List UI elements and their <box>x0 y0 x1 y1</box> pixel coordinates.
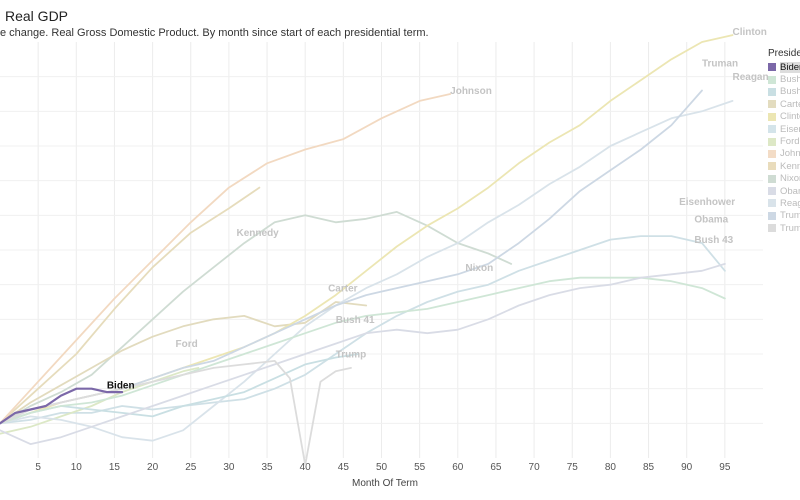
series-label: Bush 43 <box>694 235 733 246</box>
legend-title: Presider <box>768 48 800 59</box>
x-tick-label: 75 <box>567 462 579 473</box>
series-line-obama <box>0 262 726 446</box>
series-label: Reagan <box>732 72 768 83</box>
legend-label: Trum <box>780 222 800 234</box>
legend-item[interactable]: Reag <box>768 197 800 209</box>
series-line-nixon <box>0 210 513 425</box>
series-line-biden <box>0 387 124 425</box>
series-line-bush-43 <box>0 276 726 425</box>
series-label: Bush 41 <box>336 315 375 326</box>
legend-swatch <box>768 224 776 233</box>
legend-label: Reag <box>780 197 800 209</box>
series-label: Clinton <box>732 27 766 38</box>
series-label: Kennedy <box>237 228 280 239</box>
series-line-reagan <box>0 100 734 442</box>
series-line-johnson <box>0 93 452 425</box>
x-tick-label: 35 <box>261 462 273 473</box>
series-line-clinton <box>0 34 734 425</box>
series-label: Obama <box>694 214 728 225</box>
legend-label: Obam <box>780 185 800 197</box>
x-tick-label: 95 <box>719 462 731 473</box>
series-line-eisenhower <box>0 235 726 425</box>
legend-label: Nixon <box>780 173 800 185</box>
legend-label: Bush <box>780 86 800 98</box>
legend-item[interactable]: Kenn <box>768 160 800 172</box>
series-label: Trump <box>336 349 367 360</box>
legend-item[interactable]: Clinto <box>768 111 800 123</box>
legend-item[interactable]: Carte <box>768 98 800 110</box>
legend-item[interactable]: John <box>768 148 800 160</box>
series-line-trump <box>0 359 352 466</box>
x-tick-label: 55 <box>414 462 426 473</box>
legend-label: Eisen <box>780 123 800 135</box>
series-label: Eisenhower <box>679 197 735 208</box>
legend-label: Carte <box>780 98 800 110</box>
x-tick-label: 20 <box>147 462 159 473</box>
x-tick-label: 25 <box>185 462 197 473</box>
chart-subtitle: e change. Real Gross Domestic Product. B… <box>0 27 429 39</box>
legend-swatch <box>768 63 776 72</box>
x-tick-label: 15 <box>109 462 121 473</box>
legend-label: Kenn <box>780 160 800 172</box>
legend-swatch <box>768 125 776 134</box>
series-line-trump <box>0 89 703 425</box>
series-label: Johnson <box>450 86 492 97</box>
legend-swatch <box>768 174 776 183</box>
legend-swatch <box>768 112 776 121</box>
x-tick-label: 40 <box>300 462 312 473</box>
legend-swatch <box>768 211 776 220</box>
legend-item[interactable]: Bush <box>768 86 800 98</box>
legend-label: Clinto <box>780 111 800 123</box>
legend-label: Ford <box>780 136 800 148</box>
legend-label: Bush <box>780 74 800 86</box>
legend-swatch <box>768 75 776 84</box>
x-tick-label: 85 <box>643 462 655 473</box>
legend-swatch <box>768 137 776 146</box>
legend-label: Trum <box>780 210 800 222</box>
legend-item[interactable]: Trum <box>768 222 800 234</box>
legend-item[interactable]: Ford <box>768 135 800 147</box>
legend-label: John <box>780 148 800 160</box>
legend-swatch <box>768 87 776 96</box>
legend-item[interactable]: Nixon <box>768 173 800 185</box>
legend-item[interactable]: Eisen <box>768 123 800 135</box>
x-tick-label: 30 <box>223 462 235 473</box>
x-tick-label: 10 <box>71 462 83 473</box>
series-label: Carter <box>328 284 358 295</box>
legend-item[interactable]: Bush <box>768 73 800 85</box>
legend-swatch <box>768 199 776 208</box>
series-line-kennedy <box>0 186 261 425</box>
legend-swatch <box>768 187 776 196</box>
legend-swatch <box>768 100 776 109</box>
series-line-carter <box>0 301 368 425</box>
x-tick-label: 90 <box>681 462 693 473</box>
x-tick-label: 60 <box>452 462 464 473</box>
legend-swatch <box>768 149 776 158</box>
series-label: Biden <box>107 381 135 392</box>
legend-item[interactable]: Biden <box>768 61 800 73</box>
x-tick-label: 45 <box>338 462 350 473</box>
series-label: Nixon <box>465 263 493 274</box>
legend-item[interactable]: Obam <box>768 185 800 197</box>
x-tick-label: 70 <box>529 462 541 473</box>
series-label: Truman <box>702 58 738 69</box>
legend-label: Biden <box>780 61 800 73</box>
legend-swatch <box>768 162 776 171</box>
x-tick-label: 50 <box>376 462 388 473</box>
chart-title: Real GDP <box>5 8 69 24</box>
series-label: Ford <box>175 339 197 350</box>
legend: Presider BidenBushBushCarteClintoEisenFo… <box>768 48 800 234</box>
x-tick-label: 65 <box>490 462 502 473</box>
x-axis-label: Month Of Term <box>352 478 418 489</box>
x-tick-label: 80 <box>605 462 617 473</box>
x-tick-label: 5 <box>35 462 41 473</box>
legend-item[interactable]: Trum <box>768 210 800 222</box>
